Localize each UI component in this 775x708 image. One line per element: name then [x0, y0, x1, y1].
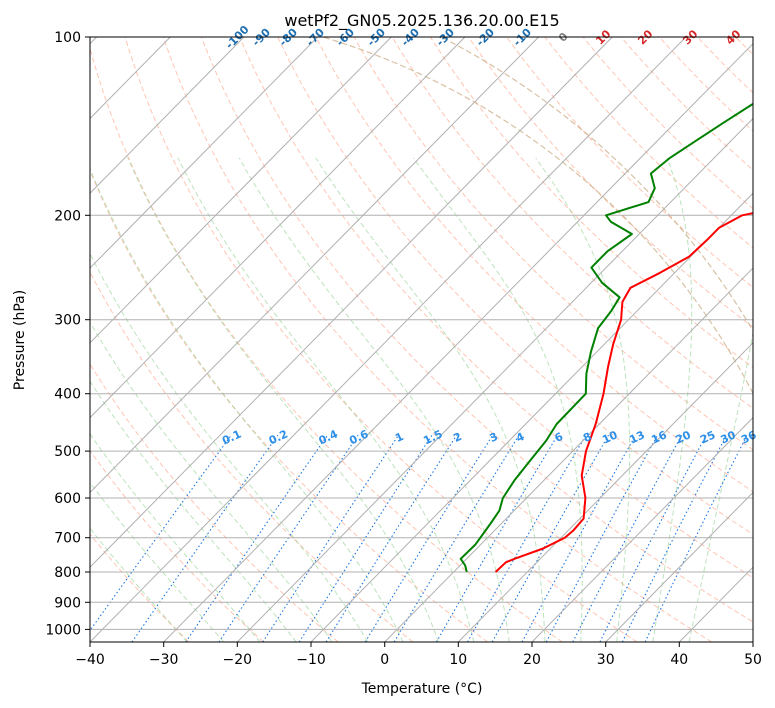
- moist-adiabat: [535, 157, 631, 642]
- x-tick-label: 30: [597, 652, 615, 668]
- isotherm-gridline: [236, 117, 753, 642]
- moist-adiabat: [127, 157, 439, 642]
- plot-frame: [89, 36, 754, 643]
- y-tick-label: 1000: [45, 622, 81, 638]
- moist-adiabat: [90, 481, 225, 642]
- x-tick-label: 50: [744, 652, 762, 668]
- y-tick-label: 900: [54, 595, 81, 611]
- mixing-ratio-line: [599, 434, 707, 642]
- isotherm-gridline: [163, 42, 753, 642]
- dry-adiabat: [468, 37, 753, 328]
- x-tick-label: −20: [223, 652, 253, 668]
- isotherm-gridline: [384, 267, 753, 642]
- mixing-ratio-label: 10: [600, 428, 620, 446]
- dry-adiabat: [162, 37, 712, 642]
- mixing-ratio-line: [185, 434, 328, 642]
- y-axis-label: Pressure (hPa): [12, 290, 28, 390]
- isotherm-gridline: [90, 37, 466, 419]
- isotherm-gridline: [90, 37, 687, 642]
- moist-adiabat: [90, 527, 188, 642]
- x-tick-label: −40: [75, 652, 105, 668]
- dry-adiabat: [200, 37, 753, 623]
- mixing-ratio-line: [298, 434, 433, 642]
- mixing-ratio-line: [521, 434, 637, 642]
- y-tick-label: 200: [54, 208, 81, 224]
- isotherm-gridline: [605, 491, 753, 642]
- mixing-ratio-line: [262, 434, 399, 642]
- x-axis-label: Temperature (°C): [361, 681, 483, 697]
- isotherm-gridline: [310, 192, 753, 642]
- moist-adiabat: [688, 330, 753, 642]
- y-tick-label: 500: [54, 444, 81, 460]
- isotherm-gridline: [531, 416, 753, 642]
- moist-adiabat: [90, 433, 261, 642]
- y-tick-label: 100: [54, 30, 81, 46]
- isotherm-gridline: [90, 37, 245, 194]
- dry-adiabat: [90, 46, 563, 642]
- mixing-ratio-label: 13: [627, 428, 646, 446]
- x-tick-label: −10: [296, 652, 326, 668]
- moist-adiabat: [90, 167, 404, 642]
- mixing-ratio-line: [90, 434, 232, 632]
- dry-adiabat: [429, 37, 753, 369]
- dry-adiabat: [90, 363, 339, 642]
- mixing-ratio-line: [364, 434, 494, 642]
- temperature-profile-line: [494, 212, 753, 573]
- moist-adiabat: [90, 380, 297, 642]
- moist-adiabat: [177, 157, 475, 642]
- isotherm-gridline: [752, 641, 753, 642]
- y-tick-label: 800: [54, 565, 81, 581]
- mixing-ratio-label: 30: [719, 428, 739, 446]
- moist-adiabat: [238, 157, 510, 642]
- mixing-ratio-line: [572, 434, 683, 642]
- dry-adiabat: [315, 37, 753, 493]
- moist-adiabat: [412, 157, 583, 642]
- isotherm-gridline: [90, 37, 539, 494]
- mixing-ratio-line: [491, 434, 609, 642]
- x-tick-label: 0: [380, 652, 389, 668]
- dry-adiabat: [506, 37, 753, 288]
- dry-adiabat: [582, 37, 753, 210]
- plot-area: [90, 37, 753, 642]
- x-tick-label: 10: [449, 652, 467, 668]
- mixing-ratio-label: 25: [698, 428, 717, 446]
- y-tick-label: 600: [54, 491, 81, 507]
- y-tick-label: 700: [54, 531, 81, 547]
- mixing-ratio-line: [621, 434, 727, 642]
- mixing-ratio-line: [545, 434, 659, 642]
- dry-adiabat: [124, 37, 638, 642]
- mixing-ratio-label: 20: [674, 428, 694, 446]
- dry-adiabat: [90, 533, 190, 642]
- x-tick-label: 40: [670, 652, 688, 668]
- background-arc: [320, 37, 753, 395]
- chart-title: wetPf2_GN05.2025.136.20.00.E15: [284, 11, 559, 31]
- isotherm-gridline: [90, 37, 613, 568]
- mixing-ratio-line: [218, 434, 359, 642]
- x-tick-label: −30: [149, 652, 179, 668]
- dry-adiabat: [353, 37, 753, 451]
- dry-adiabat: [90, 169, 488, 642]
- x-tick-label: 20: [523, 652, 541, 668]
- dry-adiabat: [277, 37, 753, 535]
- mixing-ratio-label: 16: [649, 428, 669, 446]
- y-tick-label: 300: [54, 313, 81, 329]
- mixing-ratio-label: 36: [739, 428, 759, 446]
- isotherm-gridline: [90, 37, 318, 269]
- y-tick-label: 400: [54, 387, 81, 403]
- moist-adiabat: [652, 157, 693, 642]
- dewpoint-profile-line: [459, 102, 753, 573]
- dry-adiabat: [391, 37, 753, 409]
- mixing-ratio-line: [393, 434, 520, 642]
- mixing-ratio-line: [325, 434, 458, 642]
- isotherm-gridline: [90, 37, 392, 344]
